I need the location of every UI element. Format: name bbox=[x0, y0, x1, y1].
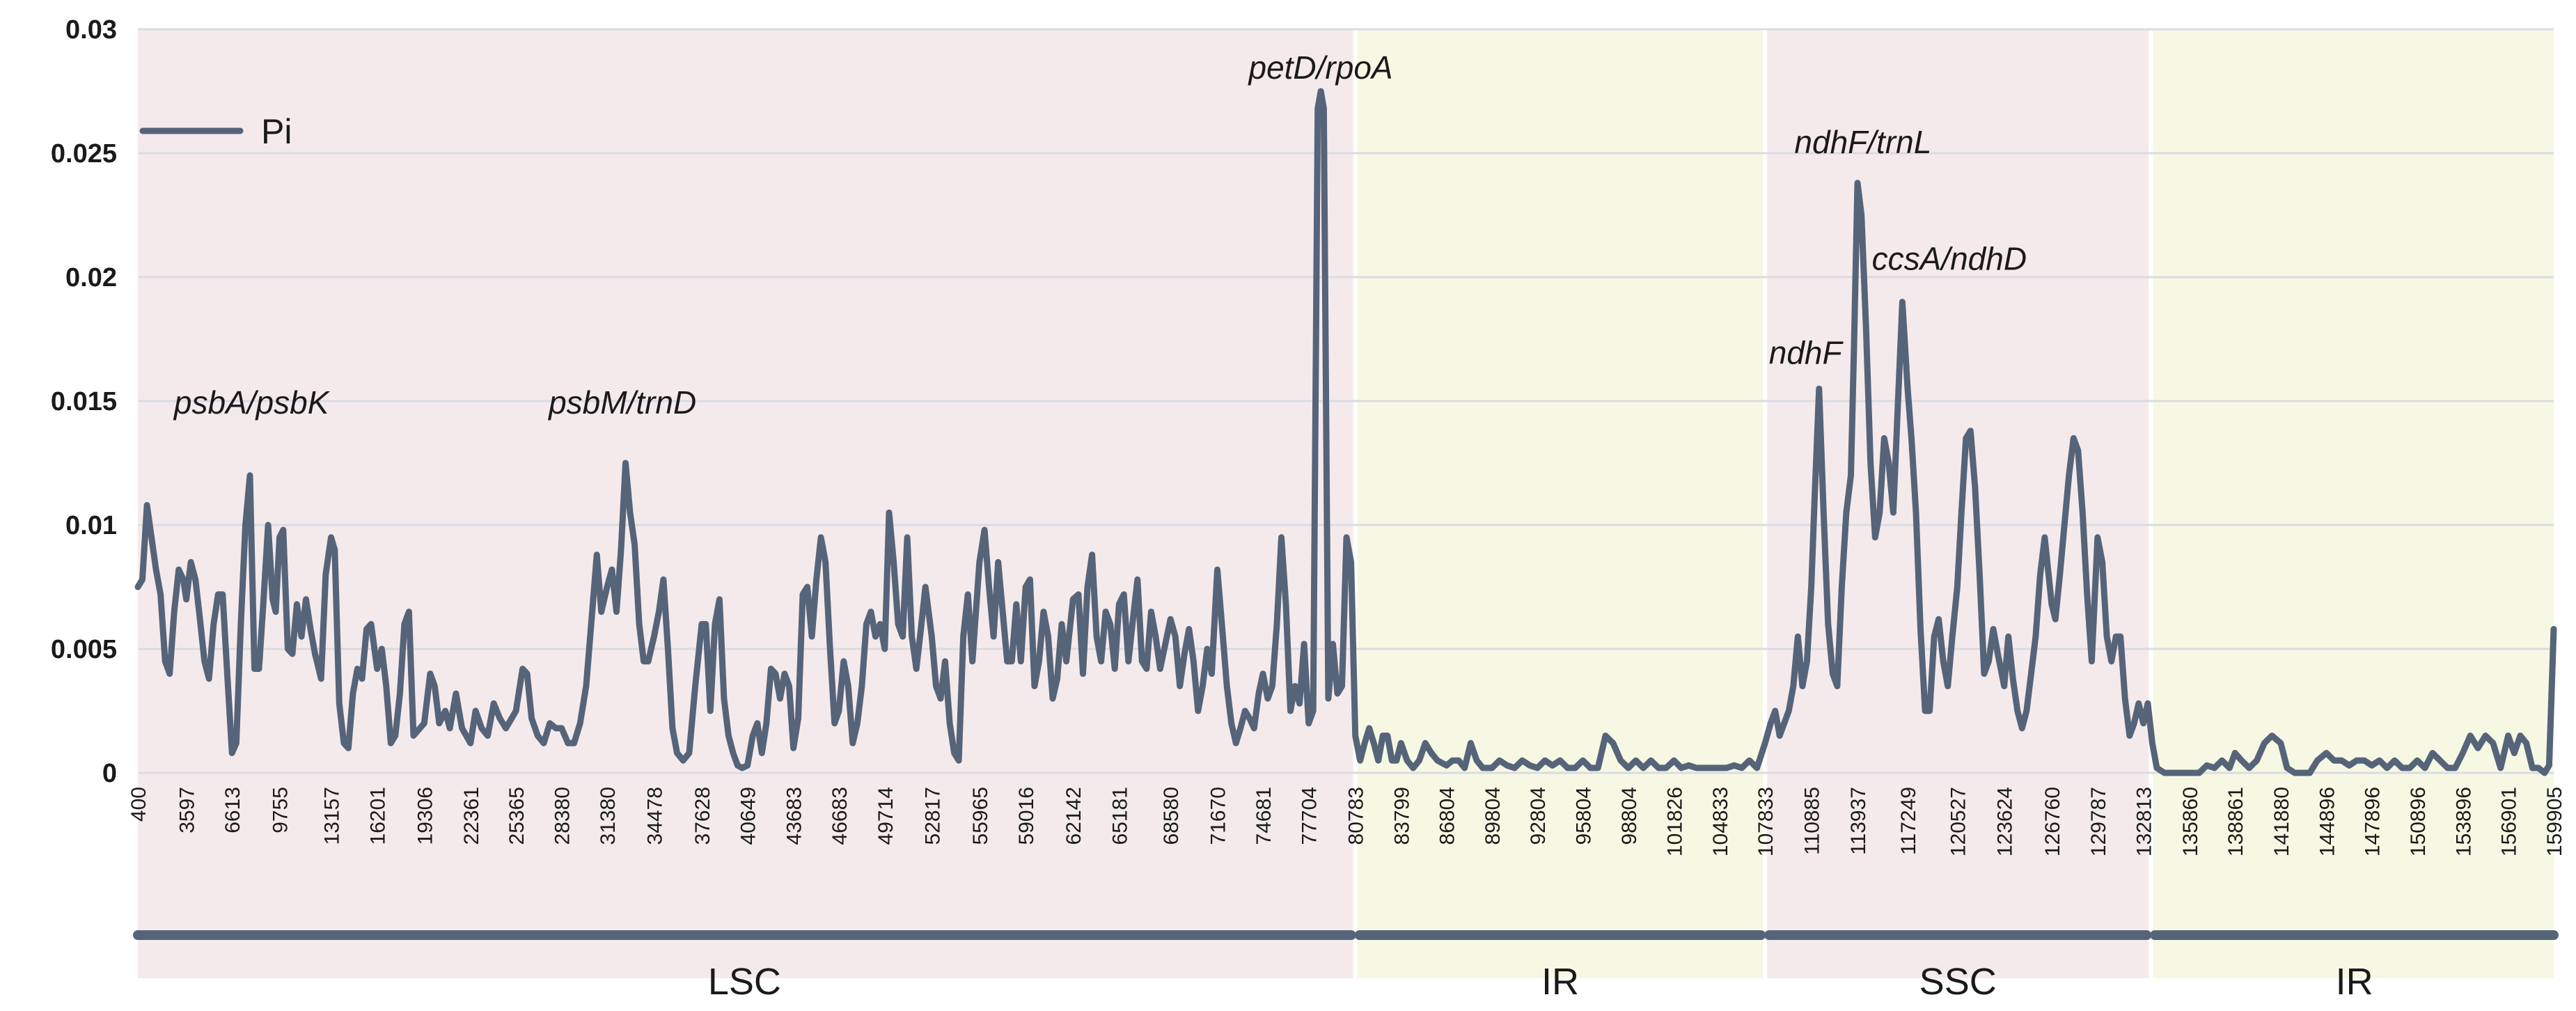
y-tick-label: 0.015 bbox=[51, 387, 117, 416]
series-layer bbox=[134, 88, 2557, 776]
region-background-ir-1 bbox=[1355, 29, 1766, 978]
x-tick-label: 135860 bbox=[2179, 787, 2202, 856]
x-tick-label: 52817 bbox=[921, 787, 944, 845]
x-tick-label: 28380 bbox=[551, 787, 574, 845]
x-tick-label: 46683 bbox=[828, 787, 851, 845]
x-tick-label: 156901 bbox=[2498, 787, 2521, 856]
x-tick-label: 92804 bbox=[1527, 787, 1550, 845]
annotation-label: psbA/psbK bbox=[173, 384, 331, 421]
region-backgrounds bbox=[138, 29, 2554, 978]
region-bars: LSC IR SSC IR bbox=[133, 930, 2559, 1003]
y-tick-label: 0 bbox=[102, 759, 117, 788]
x-tick-label: 86804 bbox=[1436, 787, 1459, 845]
annotation-label: ccsA/ndhD bbox=[1872, 240, 2027, 276]
series-line-pi bbox=[134, 88, 2557, 776]
y-tick-label: 0.025 bbox=[51, 139, 117, 168]
region-background-ir-3 bbox=[2151, 29, 2554, 978]
x-tick-label: 16201 bbox=[367, 787, 390, 845]
x-tick-label: 9755 bbox=[269, 787, 292, 833]
x-tick-label: 3597 bbox=[176, 787, 199, 833]
x-tick-label: 34478 bbox=[643, 787, 666, 845]
x-tick-label: 98804 bbox=[1618, 787, 1641, 845]
x-tick-label: 138861 bbox=[2224, 787, 2247, 856]
x-tick-label: 147896 bbox=[2362, 787, 2385, 856]
x-tick-label: 101826 bbox=[1664, 787, 1687, 856]
region-label-lsc: LSC bbox=[708, 961, 781, 1003]
x-tick-label: 55965 bbox=[969, 787, 992, 845]
x-tick-label: 400 bbox=[127, 787, 150, 822]
x-tick-label: 22361 bbox=[460, 787, 483, 845]
annotation-label: ndhF/trnL bbox=[1794, 124, 1931, 160]
x-axis-ticks: 400 3597 6613 9755 13157 16201 19306 22361 25365… bbox=[127, 787, 2566, 856]
y-tick-label: 0.02 bbox=[65, 263, 117, 292]
x-tick-label: 59016 bbox=[1015, 787, 1038, 845]
x-tick-label: 40649 bbox=[737, 787, 760, 845]
x-tick-label: 107833 bbox=[1754, 787, 1777, 856]
x-tick-label: 95804 bbox=[1572, 787, 1595, 845]
x-tick-label: 77704 bbox=[1298, 787, 1321, 845]
x-tick-label: 159905 bbox=[2543, 787, 2566, 856]
region-background-ssc-2 bbox=[1765, 29, 2151, 978]
x-tick-label: 150896 bbox=[2407, 787, 2430, 856]
x-tick-label: 89804 bbox=[1482, 787, 1505, 845]
x-tick-label: 141880 bbox=[2270, 787, 2293, 856]
x-tick-label: 43683 bbox=[783, 787, 806, 845]
y-tick-label: 0.005 bbox=[51, 635, 117, 664]
peak-annotations: psbA/psbK psbM/trnD petD/rpoA ndhF/trnL ccsA… bbox=[173, 49, 2027, 421]
x-tick-label: 80783 bbox=[1345, 787, 1368, 845]
x-tick-label: 6613 bbox=[221, 787, 244, 833]
x-tick-label: 74681 bbox=[1252, 787, 1275, 845]
region-label-ir: IR bbox=[2336, 961, 2373, 1003]
x-tick-label: 110885 bbox=[1801, 787, 1824, 855]
x-tick-label: 62142 bbox=[1062, 787, 1085, 845]
y-axis-ticks: 0 0.005 0.01 0.015 0.02 0.025 0.03 bbox=[51, 15, 117, 788]
x-tick-label: 71670 bbox=[1207, 787, 1230, 845]
x-tick-label: 120527 bbox=[1947, 787, 1970, 856]
y-tick-label: 0.01 bbox=[65, 511, 117, 540]
x-tick-label: 104833 bbox=[1709, 787, 1732, 856]
x-tick-label: 65181 bbox=[1108, 787, 1131, 845]
legend-label: Pi bbox=[261, 112, 292, 151]
region-label-ssc: SSC bbox=[1919, 961, 1997, 1003]
annotation-label: psbM/trnD bbox=[547, 384, 696, 421]
x-tick-label: 123624 bbox=[1994, 787, 2017, 856]
x-tick-label: 153896 bbox=[2452, 787, 2475, 856]
x-tick-label: 129787 bbox=[2087, 787, 2110, 856]
x-tick-label: 13157 bbox=[321, 787, 344, 845]
x-tick-label: 49714 bbox=[874, 787, 897, 845]
x-tick-label: 126760 bbox=[2041, 787, 2064, 856]
region-background-lsc-0 bbox=[138, 29, 1356, 978]
x-tick-label: 25365 bbox=[505, 787, 528, 845]
x-tick-label: 113937 bbox=[1847, 787, 1870, 855]
x-tick-label: 132813 bbox=[2133, 787, 2156, 856]
y-tick-label: 0.03 bbox=[65, 15, 117, 45]
x-tick-label: 83799 bbox=[1390, 787, 1413, 845]
x-tick-label: 19306 bbox=[414, 787, 437, 845]
legend: Pi bbox=[139, 112, 292, 151]
region-label-ir: IR bbox=[1541, 961, 1579, 1003]
x-tick-label: 68580 bbox=[1160, 787, 1183, 845]
x-tick-label: 31380 bbox=[597, 787, 620, 845]
x-tick-label: 117249 bbox=[1897, 787, 1920, 855]
annotation-label: ndhF bbox=[1769, 335, 1844, 371]
x-tick-label: 37628 bbox=[691, 787, 714, 845]
annotation-label: petD/rpoA bbox=[1247, 49, 1392, 86]
x-tick-label: 144896 bbox=[2316, 787, 2339, 856]
